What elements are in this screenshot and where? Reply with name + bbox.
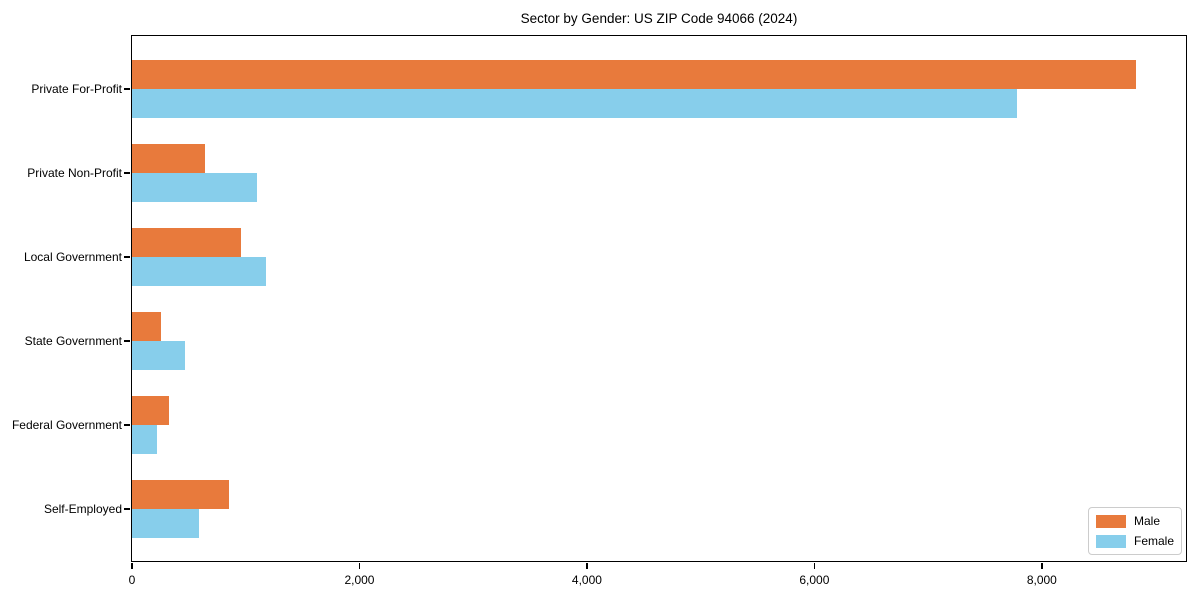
y-axis-label-5: Self-Employed [43,502,122,516]
bar-male-0 [132,60,1137,89]
plot-area: Male Female Private For-Profit Private No… [12,35,1187,587]
x-tick-label-4: 8,000 [1026,573,1057,587]
y-axis-label-3: State Government [24,334,122,348]
x-tick-label-2: 4,000 [571,573,602,587]
bar-female-0 [132,89,1017,118]
y-tick-5 [124,508,131,510]
x-tick-3 [813,562,816,569]
legend: Male Female [1088,507,1182,555]
bar-male-5 [132,480,230,509]
y-axis-label-2: Local Government [23,250,122,264]
y-axis-label-0: Private For-Profit [31,82,122,96]
y-tick-1 [124,172,131,174]
legend-item-male: Male [1096,514,1173,528]
bar-male-3 [132,312,161,341]
chart-title: Sector by Gender: US ZIP Code 94066 (202… [520,11,798,26]
bar-male-4 [132,396,169,425]
bar-female-1 [132,173,258,202]
x-tick-1 [358,562,361,569]
y-tick-2 [124,256,131,258]
legend-label-male: Male [1134,514,1161,528]
male-series-swatch [1096,514,1126,528]
bar-female-5 [132,509,200,538]
bar-male-2 [132,228,242,257]
x-tick-label-0: 0 [128,573,136,587]
bar-female-4 [132,425,158,454]
bar-female-2 [132,257,267,286]
x-tick-0 [131,562,133,569]
bar-female-3 [132,341,185,370]
legend-item-female: Female [1096,534,1175,548]
x-tick-4 [1041,562,1043,569]
y-tick-3 [124,340,131,342]
y-tick-0 [124,88,131,90]
y-tick-4 [124,424,131,426]
y-axis-label-1: Private Non-Profit [27,166,122,180]
legend-label-female: Female [1134,534,1175,548]
female-series-swatch [1096,534,1126,548]
x-tick-2 [586,562,588,569]
y-axis-label-4: Federal Government [11,418,122,432]
x-tick-label-1: 2,000 [344,573,375,587]
bar-male-1 [132,144,206,173]
x-tick-label-3: 6,000 [799,573,830,587]
